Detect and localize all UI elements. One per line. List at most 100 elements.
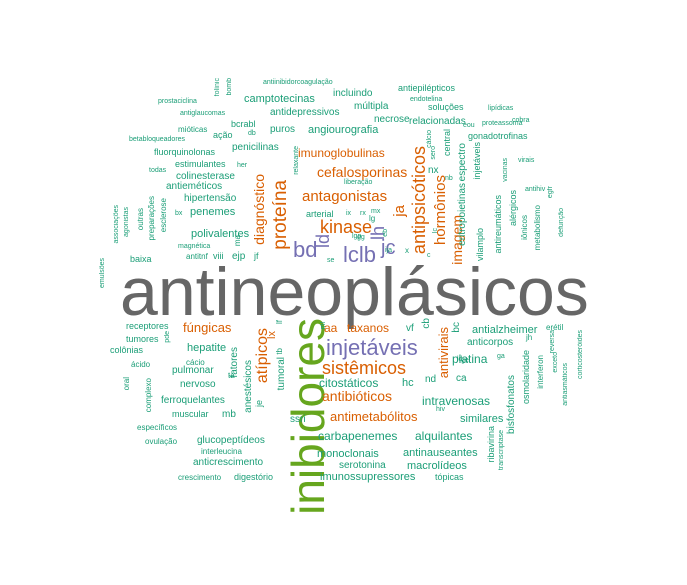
word: intravenosas <box>422 394 491 408</box>
word: metabolismo <box>533 205 542 251</box>
word: interferon <box>536 355 545 389</box>
word: tumoral <box>276 357 287 391</box>
word: nx <box>428 165 439 176</box>
word: muscular <box>172 409 209 419</box>
word: bomb <box>226 78 233 96</box>
word: antivirais <box>436 327 451 379</box>
word: hc <box>402 377 414 389</box>
word: ix <box>346 210 352 217</box>
word: incluindo <box>333 88 373 99</box>
word: nd <box>425 374 437 385</box>
word: pulmonar <box>172 365 214 376</box>
word: baixa <box>130 254 152 264</box>
word: colinesterase <box>176 171 235 182</box>
word: tópicas <box>435 472 464 482</box>
word: lipídicas <box>488 105 514 112</box>
word: cácio <box>186 358 205 367</box>
word: emulsões <box>99 258 106 288</box>
word: mb <box>222 409 236 420</box>
word: monoclonais <box>317 448 379 460</box>
word: todas <box>149 167 167 174</box>
word: penicilinas <box>232 142 279 153</box>
word: taxanos <box>347 321 390 335</box>
word: antidepressivos <box>270 107 340 118</box>
word: mióticas <box>178 125 208 134</box>
word: ejp <box>232 251 246 262</box>
word: proteassoma <box>482 120 523 127</box>
word: antiepilépticos <box>398 83 456 93</box>
word: platina <box>452 352 488 366</box>
word: múltipla <box>354 101 389 112</box>
word: antineoplásicos <box>120 254 589 330</box>
word: antiasmáticos <box>562 363 569 406</box>
word: imunossupressores <box>320 471 416 483</box>
word: interleucina <box>201 447 242 456</box>
word: jf <box>254 251 259 261</box>
word: necrose <box>374 114 410 125</box>
word: receptores <box>126 321 169 331</box>
word: hepatite <box>187 342 227 354</box>
word: transcriptase <box>498 430 505 471</box>
word: ga <box>497 353 505 360</box>
word: tumores <box>126 334 159 344</box>
word: eou <box>463 122 475 129</box>
word: antihiv <box>525 186 546 193</box>
word: liberação <box>344 179 373 186</box>
word: se <box>327 257 335 264</box>
word: carbapenemes <box>318 429 398 443</box>
word: kinase <box>320 217 373 237</box>
word: antireumáticos <box>493 195 503 254</box>
word: alérgicos <box>508 190 518 227</box>
word: ferroquelantes <box>161 395 225 406</box>
word: hipertensão <box>184 193 237 204</box>
word: folínic <box>214 78 221 97</box>
word: vacinas <box>502 158 509 182</box>
word: antitnf <box>186 252 208 261</box>
word: cefalosporinas <box>317 164 408 180</box>
word: ld <box>313 234 333 249</box>
word: cb <box>421 318 432 329</box>
word: ácido <box>131 360 151 369</box>
word: injetáveis <box>472 142 482 180</box>
word: iônicos <box>520 215 529 240</box>
word: digestório <box>234 472 274 482</box>
word: fúngicas <box>183 320 232 335</box>
word: cálcio <box>426 130 433 148</box>
word: virais <box>518 157 535 164</box>
word: bx <box>175 210 183 217</box>
word: lc <box>432 228 439 234</box>
word: jc <box>381 237 396 259</box>
word: ja <box>391 205 408 217</box>
word: preparações <box>147 196 156 241</box>
word: antinauseantes <box>403 447 478 459</box>
word: osmolaridade <box>521 350 531 405</box>
word: nb <box>445 175 453 182</box>
word: ml <box>320 322 327 330</box>
word: exceto <box>552 352 559 373</box>
word: alquilantes <box>415 429 473 443</box>
word: gg <box>357 234 365 241</box>
word: ação <box>213 130 233 140</box>
word: x <box>405 246 409 255</box>
word: eb <box>382 229 389 237</box>
word: anticorpos <box>467 337 514 348</box>
word: vilamplo <box>475 228 485 262</box>
word: central <box>442 129 452 157</box>
word: egfr <box>547 186 554 199</box>
word: eritropoietinas <box>457 183 468 246</box>
word: lclb <box>343 242 377 267</box>
word: ija <box>385 247 393 254</box>
word: lx <box>266 331 278 339</box>
word: soluções <box>428 102 464 112</box>
word: jh <box>526 333 533 342</box>
word: estimulantes <box>175 159 226 169</box>
word: hiv <box>436 406 445 413</box>
word: db <box>248 130 256 137</box>
word: lgp <box>352 233 362 240</box>
word: fluorquinolonas <box>154 147 216 157</box>
word: hormônios <box>432 175 449 246</box>
word: lf <box>275 320 284 324</box>
word: macrolídeos <box>407 460 467 472</box>
word: oral <box>122 377 131 391</box>
word: erétil <box>546 323 564 332</box>
